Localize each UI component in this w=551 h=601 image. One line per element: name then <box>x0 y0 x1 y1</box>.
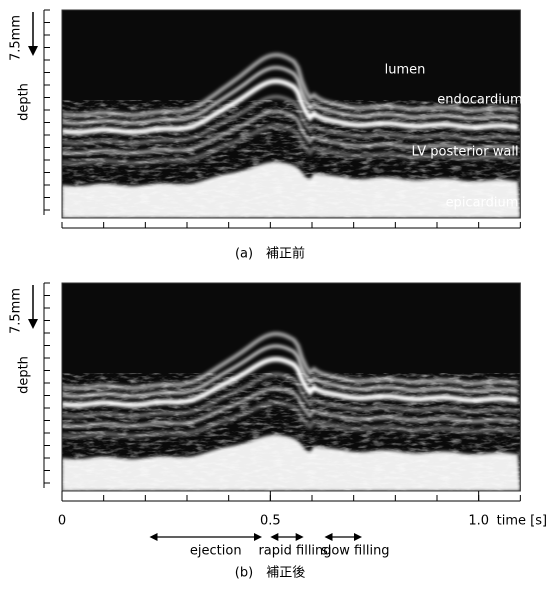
annotation: lumen <box>385 63 426 78</box>
image-frame <box>61 282 521 492</box>
depth-label: depth <box>17 356 32 394</box>
time-tick-label: 1.0 <box>468 514 489 529</box>
phase-label: ejection <box>190 544 242 559</box>
arrowhead <box>295 533 304 541</box>
image-content <box>62 283 521 491</box>
phase-label: slow filling <box>321 544 390 559</box>
panel-caption: (b) 補正後 <box>235 566 305 581</box>
depth-arrowhead <box>28 46 38 56</box>
speckle <box>62 373 521 491</box>
speckle <box>62 100 521 218</box>
depth-arrowhead <box>28 319 38 329</box>
arrowhead <box>254 533 262 541</box>
annotation: epicardium <box>446 196 519 211</box>
m-mode-image <box>61 282 521 492</box>
image-content <box>62 10 521 218</box>
time-tick-label: 0 <box>58 514 66 529</box>
time-unit: time [s] <box>497 514 547 529</box>
annotation: LV posterior wall <box>411 145 518 160</box>
phase-label: rapid filling <box>258 544 331 559</box>
depth-scale: 7.5mm <box>9 288 24 334</box>
panel-caption: (a) 補正前 <box>235 246 305 262</box>
arrowhead <box>354 533 362 541</box>
arrowhead <box>270 533 279 541</box>
m-mode-image <box>61 9 521 219</box>
depth-scale: 7.5mm <box>9 15 24 61</box>
depth-label: depth <box>17 83 32 121</box>
time-tick-label: 0.5 <box>260 514 281 529</box>
arrowhead <box>324 533 333 541</box>
image-frame <box>61 9 521 219</box>
arrowhead <box>149 533 158 541</box>
annotation: endocardium <box>437 93 522 108</box>
